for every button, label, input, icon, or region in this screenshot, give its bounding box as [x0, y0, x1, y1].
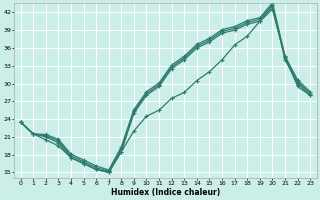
X-axis label: Humidex (Indice chaleur): Humidex (Indice chaleur)	[111, 188, 220, 197]
